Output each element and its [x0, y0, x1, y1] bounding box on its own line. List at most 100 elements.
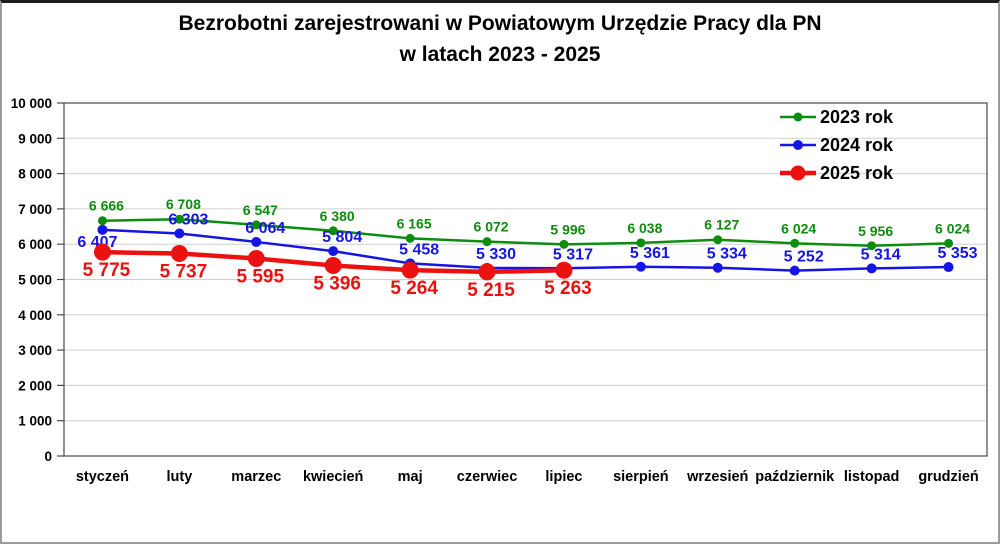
data-label: 5 804 [322, 229, 362, 246]
y-axis-label: 0 [44, 449, 52, 464]
legend: 2023 rok 2024 rok 2025 rok [780, 107, 894, 183]
x-axis-label: czerwiec [457, 469, 517, 485]
y-axis-label: 8 000 [18, 167, 52, 182]
data-point [635, 261, 646, 272]
data-point [170, 244, 188, 262]
data-point [790, 238, 800, 248]
legend-entry: 2024 rok [780, 135, 894, 155]
x-axis-label: październik [755, 469, 835, 485]
data-label: 6 127 [704, 217, 739, 233]
y-axis-label: 10 000 [11, 96, 52, 111]
data-point [97, 224, 108, 235]
data-label: 5 737 [160, 261, 208, 282]
x-axis-label: luty [166, 469, 192, 485]
x-axis-label: maj [398, 469, 423, 485]
data-point [944, 238, 954, 248]
data-label: 6 380 [320, 208, 355, 224]
legend-entry: 2023 rok [780, 107, 894, 127]
data-point [328, 246, 339, 257]
data-label: 6 064 [245, 220, 285, 237]
data-point [559, 239, 569, 249]
data-label: 6 547 [243, 202, 278, 218]
legend-label: 2025 rok [820, 163, 894, 183]
data-point [866, 263, 877, 274]
data-point [555, 261, 573, 279]
data-point [97, 216, 107, 226]
data-label: 5 263 [544, 278, 592, 299]
data-label: 6 165 [397, 215, 432, 231]
data-label: 6 303 [168, 212, 208, 229]
data-point [712, 262, 723, 273]
x-axis: styczeń luty marzec kwiecień maj czerwiec lipi… [76, 469, 979, 485]
data-label: 5 595 [237, 266, 285, 287]
data-label: 5 396 [313, 274, 361, 295]
data-point [636, 238, 646, 248]
x-axis-label: grudzień [918, 469, 978, 485]
line-chart: 0 1 000 2 000 3 000 4 000 5 000 6 000 7 000 8 00… [11, 96, 988, 485]
chart-title: Bezrobotni zarejestrowani w Powiatowym U… [2, 8, 998, 70]
data-point [93, 243, 111, 261]
legend-marker [793, 112, 803, 122]
y-axis-label: 4 000 [18, 308, 52, 323]
data-label: 5 956 [858, 223, 893, 239]
data-point [482, 237, 492, 247]
data-point [943, 262, 954, 273]
legend-label: 2024 rok [820, 135, 894, 155]
data-label: 5 458 [399, 241, 439, 258]
data-label: 5 334 [707, 246, 747, 263]
data-point [478, 263, 496, 281]
data-point [251, 236, 262, 247]
series-2023-rok: 6 666 6 708 6 547 6 380 6 165 6 072 5 996 6 038… [89, 196, 970, 251]
data-label: 5 264 [390, 278, 438, 299]
y-axis-label: 1 000 [18, 414, 52, 429]
data-label: 5 314 [861, 246, 901, 263]
data-label: 6 708 [166, 196, 201, 212]
data-label: 5 317 [553, 246, 593, 263]
data-point [324, 257, 342, 275]
chart-title-line2: w latach 2023 - 2025 [399, 43, 601, 66]
x-axis-label: listopad [844, 469, 900, 485]
y-axis-label: 2 000 [18, 378, 52, 393]
y-axis-label: 7 000 [18, 202, 52, 217]
data-point [405, 233, 415, 243]
x-axis-label: kwiecień [303, 469, 363, 485]
data-label: 5 252 [784, 249, 824, 266]
data-point [401, 261, 419, 279]
x-axis-label: lipiec [545, 469, 582, 485]
data-label: 5 996 [550, 221, 585, 237]
data-point [247, 249, 265, 267]
data-label: 5 775 [83, 260, 131, 281]
data-point [867, 241, 877, 251]
x-axis-label: sierpień [613, 469, 669, 485]
y-axis: 0 1 000 2 000 3 000 4 000 5 000 6 000 7 000 8 00… [11, 96, 64, 464]
legend-marker [793, 140, 803, 150]
data-label: 5 353 [938, 245, 978, 262]
data-point [713, 235, 723, 245]
legend-label: 2023 rok [820, 107, 894, 127]
data-label: 5 330 [476, 246, 516, 263]
x-axis-label: wrzesień [686, 469, 748, 485]
data-label: 6 038 [627, 220, 662, 236]
legend-marker [790, 165, 806, 181]
chart-title-line1: Bezrobotni zarejestrowani w Powiatowym U… [178, 12, 822, 35]
data-point [174, 228, 185, 239]
series-line [102, 228, 949, 272]
x-axis-label: styczeń [76, 469, 129, 485]
y-axis-label: 3 000 [18, 343, 52, 358]
x-axis-label: marzec [231, 469, 281, 485]
data-label: 6 072 [474, 219, 509, 235]
series-2025-rok: 5 775 5 737 5 595 5 396 5 264 5 215 5 263 [83, 243, 592, 301]
data-point [789, 265, 800, 276]
data-label: 6 024 [935, 220, 970, 236]
data-point [328, 226, 338, 236]
data-label: 6 666 [89, 198, 124, 214]
y-axis-label: 6 000 [18, 237, 52, 252]
data-point [251, 220, 261, 230]
y-axis-label: 5 000 [18, 273, 52, 288]
data-point [174, 214, 184, 224]
data-label: 5 215 [467, 280, 515, 301]
y-axis-label: 9 000 [18, 131, 52, 146]
legend-entry: 2025 rok [780, 163, 894, 183]
data-label: 6 024 [781, 220, 816, 236]
